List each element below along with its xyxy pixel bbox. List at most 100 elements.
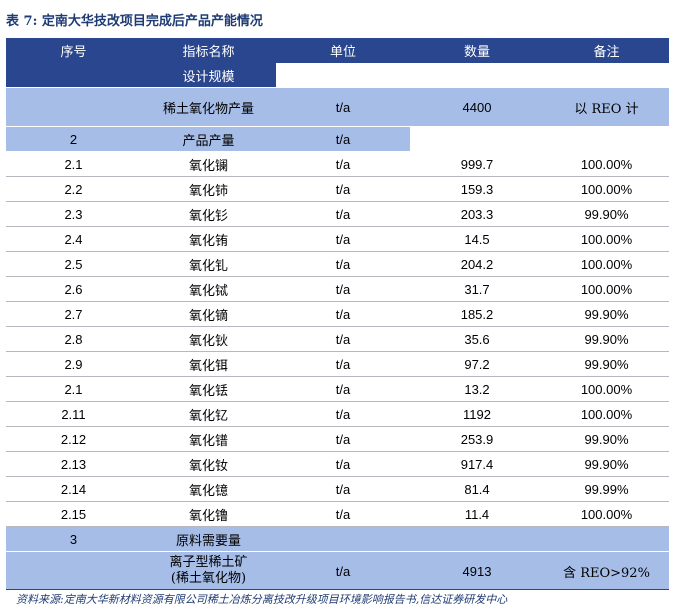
cell-no: 2.5	[6, 251, 141, 277]
cell-qty: 917.4	[410, 451, 544, 477]
raw-material-row: 3 原料需要量	[6, 526, 669, 552]
cell-qty: 1192	[410, 401, 544, 427]
raw-unit-cell	[276, 526, 410, 552]
cell-note: 99.90%	[544, 326, 669, 352]
reo-note-cell: 以 REO 计	[544, 87, 669, 127]
cell-no: 2.8	[6, 326, 141, 352]
cell-no: 2.1	[6, 376, 141, 402]
cell-note: 100.00%	[544, 376, 669, 402]
reo-qty-cell: 4400	[410, 87, 544, 127]
ore-name-line1: 离子型稀土矿	[169, 555, 248, 570]
cell-name: 氧化铥	[141, 376, 276, 402]
cell-qty: 185.2	[410, 301, 544, 327]
product-no-cell: 2	[6, 126, 141, 152]
capacity-table: 序号 指标名称 单位 数量 备注 设计规模 稀土氧化物产量 t/a 4400 以…	[6, 38, 669, 591]
cell-note: 100.00%	[544, 401, 669, 427]
cell-no: 2.7	[6, 301, 141, 327]
design-scale-row: 设计规模	[6, 63, 669, 88]
cell-no: 2.2	[6, 176, 141, 202]
cell-unit: t/a	[276, 501, 410, 527]
cell-no: 2.15	[6, 501, 141, 527]
reo-name-cell: 稀土氧化物产量	[141, 87, 276, 127]
table-row: 2.4 氧化铕 t/a 14.5 100.00%	[6, 226, 669, 252]
product-qty-cell	[410, 126, 544, 152]
table-row: 2.14 氧化镱 t/a 81.4 99.99%	[6, 476, 669, 502]
cell-unit: t/a	[276, 151, 410, 177]
reo-no-cell	[6, 87, 141, 127]
cell-qty: 11.4	[410, 501, 544, 527]
cell-note: 100.00%	[544, 226, 669, 252]
cell-unit: t/a	[276, 176, 410, 202]
cell-unit: t/a	[276, 301, 410, 327]
design-name-cell: 设计规模	[141, 63, 276, 88]
cell-note: 100.00%	[544, 176, 669, 202]
cell-note: 99.90%	[544, 351, 669, 377]
cell-name: 氧化镥	[141, 501, 276, 527]
cell-unit: t/a	[276, 376, 410, 402]
cell-no: 2.4	[6, 226, 141, 252]
reo-unit-cell: t/a	[276, 87, 410, 127]
cell-unit: t/a	[276, 351, 410, 377]
cell-unit: t/a	[276, 326, 410, 352]
cell-name: 氧化钐	[141, 201, 276, 227]
ore-qty-cell: 4913	[410, 551, 544, 591]
cell-name: 氧化铕	[141, 226, 276, 252]
cell-no: 2.9	[6, 351, 141, 377]
design-qty-cell	[410, 63, 544, 88]
table-row: 2.13 氧化钕 t/a 917.4 99.90%	[6, 451, 669, 477]
cell-qty: 35.6	[410, 326, 544, 352]
table-row: 2.6 氧化铽 t/a 31.7 100.00%	[6, 276, 669, 302]
product-output-row: 2 产品产量 t/a	[6, 126, 669, 152]
table-title: 表 7: 定南大华技改项目完成后产品产能情况	[6, 14, 263, 29]
cell-name: 氧化铈	[141, 176, 276, 202]
ore-name-cell: 离子型稀土矿 (稀土氧化物)	[141, 551, 276, 591]
cell-note: 99.99%	[544, 476, 669, 502]
cell-qty: 14.5	[410, 226, 544, 252]
cell-no: 2.13	[6, 451, 141, 477]
source-note: 资料来源:定南大华新材料资源有限公司稀土冶炼分离技改升级项目环境影响报告书,信达…	[16, 593, 508, 606]
cell-name: 氧化钕	[141, 451, 276, 477]
design-note-cell	[544, 63, 669, 88]
cell-name: 氧化镧	[141, 151, 276, 177]
cell-unit: t/a	[276, 226, 410, 252]
header-qty: 数量	[410, 38, 544, 63]
cell-name: 氧化铒	[141, 351, 276, 377]
cell-qty: 159.3	[410, 176, 544, 202]
ore-note-cell: 含 REO>92%	[544, 551, 669, 591]
cell-qty: 253.9	[410, 426, 544, 452]
cell-no: 2.12	[6, 426, 141, 452]
ore-name-line2: (稀土氧化物)	[170, 571, 247, 586]
cell-name: 氧化镝	[141, 301, 276, 327]
cell-qty: 204.2	[410, 251, 544, 277]
cell-name: 氧化钬	[141, 326, 276, 352]
reo-output-row: 稀土氧化物产量 t/a 4400 以 REO 计	[6, 87, 669, 127]
cell-qty: 31.7	[410, 276, 544, 302]
table-row: 2.9 氧化铒 t/a 97.2 99.90%	[6, 351, 669, 377]
table-row: 2.1 氧化铥 t/a 13.2 100.00%	[6, 376, 669, 402]
cell-unit: t/a	[276, 401, 410, 427]
cell-unit: t/a	[276, 476, 410, 502]
cell-note: 99.90%	[544, 301, 669, 327]
table-row: 2.12 氧化镨 t/a 253.9 99.90%	[6, 426, 669, 452]
cell-note: 100.00%	[544, 251, 669, 277]
cell-note: 99.90%	[544, 426, 669, 452]
header-row: 序号 指标名称 单位 数量 备注	[6, 38, 669, 63]
product-name-cell: 产品产量	[141, 126, 276, 152]
header-note: 备注	[544, 38, 669, 63]
cell-note: 100.00%	[544, 276, 669, 302]
cell-unit: t/a	[276, 426, 410, 452]
table-row: 2.11 氧化钇 t/a 1192 100.00%	[6, 401, 669, 427]
header-name: 指标名称	[141, 38, 276, 63]
table-bottom-rule	[6, 589, 669, 590]
cell-qty: 203.3	[410, 201, 544, 227]
raw-note-cell	[544, 526, 669, 552]
design-unit-cell	[276, 63, 410, 88]
cell-no: 2.6	[6, 276, 141, 302]
table-row: 2.8 氧化钬 t/a 35.6 99.90%	[6, 326, 669, 352]
cell-qty: 999.7	[410, 151, 544, 177]
table-row: 2.2 氧化铈 t/a 159.3 100.00%	[6, 176, 669, 202]
table-row: 2.5 氧化钆 t/a 204.2 100.00%	[6, 251, 669, 277]
raw-qty-cell	[410, 526, 544, 552]
cell-qty: 81.4	[410, 476, 544, 502]
cell-no: 2.11	[6, 401, 141, 427]
